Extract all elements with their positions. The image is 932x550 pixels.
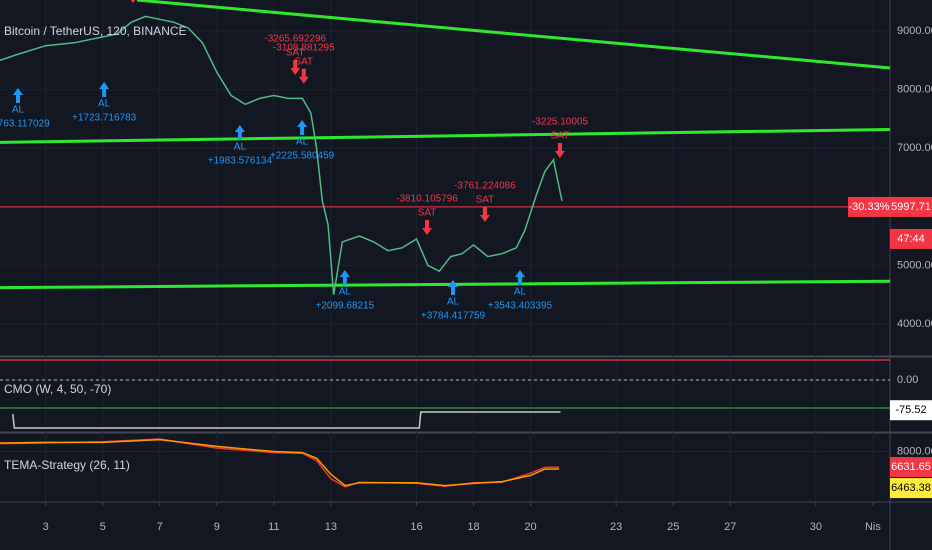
y-tick-label: 8000.00	[897, 445, 932, 457]
y-tick-label: 4000.00	[897, 318, 932, 330]
signal-arrow	[130, 0, 136, 4]
signal-label: -3761.224086	[454, 181, 516, 192]
signal-type: SAT	[476, 195, 495, 206]
y-tick-label: 8000.00	[897, 84, 932, 96]
x-tick-label: 23	[610, 521, 622, 533]
signal-arrow	[447, 280, 458, 296]
signal-type: AL	[296, 137, 309, 148]
x-tick-label: 16	[410, 521, 422, 533]
signal-label: +3543.403395	[488, 301, 553, 312]
price-box	[890, 196, 932, 217]
x-tick-label: 18	[467, 521, 479, 533]
signal-arrow	[290, 60, 301, 76]
signal-type: AL	[98, 99, 111, 110]
signal-type: AL	[339, 287, 352, 298]
x-tick-label: 3	[43, 521, 49, 533]
signal-type: SAT	[418, 208, 437, 219]
signal-arrow	[422, 219, 433, 235]
signal-arrow	[12, 88, 23, 104]
signal-label: -3108.881295	[273, 42, 335, 53]
y-tick-label: 7000.00	[897, 142, 932, 154]
price-label: 5997.71	[891, 201, 931, 213]
panel-title: TEMA-Strategy (26, 11)	[4, 458, 130, 472]
countdown-box	[890, 228, 932, 249]
x-tick-label: 7	[157, 521, 163, 533]
x-tick-label: 5	[100, 521, 106, 533]
signal-type: AL	[447, 297, 460, 308]
value-box-label: -75.52	[895, 404, 926, 416]
x-tick-label: 11	[268, 521, 279, 533]
signal-label: +3784.417759	[421, 311, 486, 322]
value-box-label: 6631.65	[891, 461, 931, 473]
series-line	[12, 411, 561, 429]
x-tick-label: 9	[214, 521, 220, 533]
panel-title: CMO (W, 4, 50, -70)	[4, 382, 111, 396]
x-tick-label: 25	[667, 521, 679, 533]
signal-arrow	[515, 269, 526, 285]
signal-label: -3265.692296	[264, 34, 326, 45]
signal-type: SAT	[551, 131, 570, 142]
signal-type: SAT	[286, 48, 305, 59]
value-box	[890, 400, 932, 421]
signal-type: AL	[12, 105, 25, 116]
signal-label: +2225.580459	[270, 151, 335, 162]
value-box-label: 6463.38	[891, 482, 931, 494]
x-tick-label: 27	[724, 521, 736, 533]
signal-arrow	[298, 68, 309, 84]
signal-arrow	[554, 142, 565, 158]
change-box	[848, 196, 890, 217]
value-box	[890, 478, 932, 499]
x-tick-label: Nis	[865, 521, 881, 533]
y-tick-label: 0.00	[897, 374, 918, 386]
signal-label: -3225.10005	[532, 117, 589, 128]
signal-arrow	[99, 82, 110, 98]
series-line	[0, 15, 563, 295]
panel-title: Bitcoin / TetherUS, 120, BINANCE	[4, 24, 187, 38]
signal-label: +1763.117029	[0, 119, 50, 130]
countdown: 47:44	[897, 233, 925, 245]
value-box	[890, 457, 932, 478]
trend-line	[136, 0, 891, 70]
signal-arrow	[234, 125, 245, 141]
signal-arrow	[297, 120, 308, 136]
signal-label: +1983.576134	[208, 156, 273, 167]
signal-label: +2099.68215	[316, 301, 375, 312]
signal-type: AL	[234, 142, 247, 153]
y-tick-label: 5000.00	[897, 259, 932, 271]
signal-type: SAT	[294, 56, 313, 67]
x-tick-label: 20	[524, 521, 536, 533]
x-tick-label: 30	[810, 521, 822, 533]
series-line	[0, 438, 560, 487]
y-tick-label: 9000.00	[897, 25, 932, 37]
signal-type: AL	[514, 287, 527, 298]
trend-line	[0, 127, 891, 144]
trend-line	[0, 279, 891, 290]
change-label: -30.33%	[849, 201, 890, 213]
signal-label: +1723.716783	[72, 113, 137, 124]
price-axis	[890, 0, 932, 502]
signal-label: -3810.105796	[396, 194, 458, 205]
signal-arrow	[339, 269, 350, 285]
signal-arrow	[479, 206, 490, 222]
x-tick-label: 13	[325, 521, 337, 533]
